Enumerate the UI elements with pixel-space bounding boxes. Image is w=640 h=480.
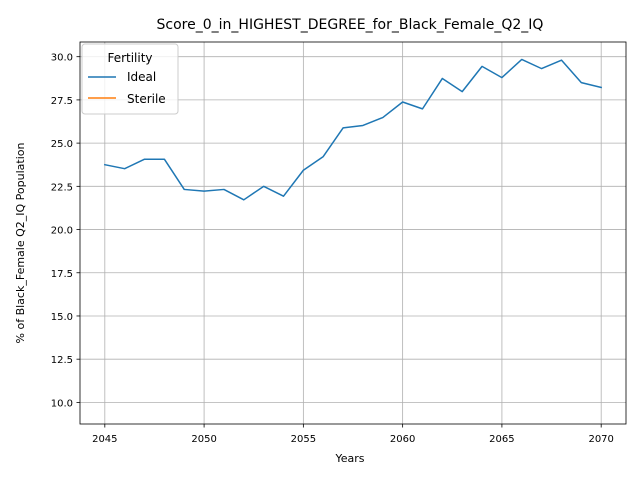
plot-area-frame xyxy=(79,41,627,425)
axis-ticks: 2045 2050 2055 2060 2065 2070 10.0 12.5 15.0 17.5… xyxy=(51,53,614,445)
legend-title: Fertility xyxy=(107,51,152,65)
x-axis-label: Years xyxy=(334,452,364,465)
y-axis-label: % of Black_Female Q2_IQ Population xyxy=(14,143,27,344)
y-tick-label: 20.0 xyxy=(51,226,73,237)
chart-title: Score_0_in_HIGHEST_DEGREE_for_Black_Fema… xyxy=(157,17,544,33)
legend-box xyxy=(81,43,179,115)
series-lines xyxy=(103,58,603,201)
x-tick-label: 2050 xyxy=(191,434,216,445)
legend-label-sterile: Sterile xyxy=(127,92,166,106)
x-tick-label: 2065 xyxy=(489,434,514,445)
y-tick-label: 27.5 xyxy=(51,96,73,107)
series-line-ideal xyxy=(103,58,603,201)
x-tick-label: 2070 xyxy=(588,434,613,445)
legend: Fertility Ideal Sterile xyxy=(81,43,179,115)
y-tick-label: 10.0 xyxy=(51,398,73,409)
grid-lines xyxy=(80,42,626,424)
y-tick-label: 12.5 xyxy=(51,355,73,366)
x-tick-label: 2060 xyxy=(390,434,415,445)
y-tick-label: 25.0 xyxy=(51,139,73,150)
legend-label-ideal: Ideal xyxy=(127,70,156,84)
y-tick-label: 30.0 xyxy=(51,53,73,64)
y-tick-label: 22.5 xyxy=(51,182,73,193)
x-tick-label: 2055 xyxy=(291,434,316,445)
x-tick-label: 2045 xyxy=(92,434,117,445)
y-tick-label: 15.0 xyxy=(51,312,73,323)
y-tick-label: 17.5 xyxy=(51,269,73,280)
